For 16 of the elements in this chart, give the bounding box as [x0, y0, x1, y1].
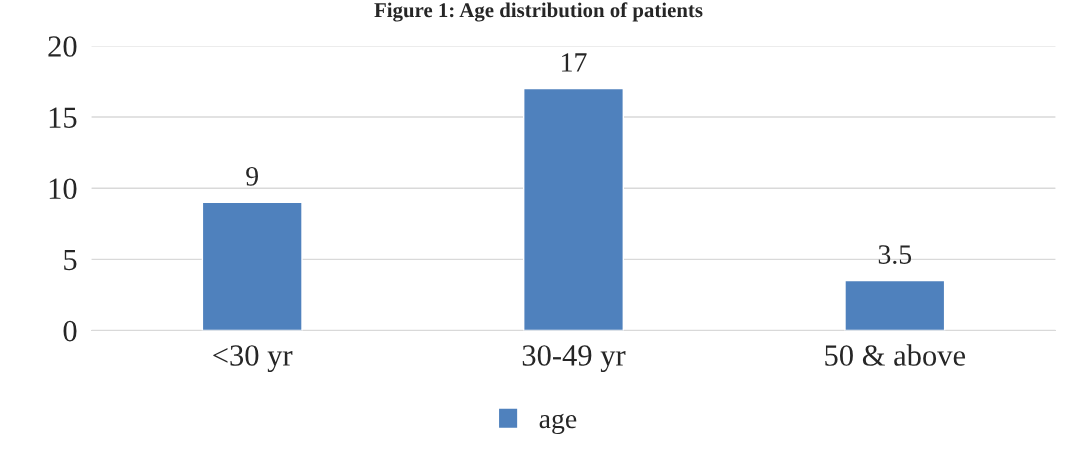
x-tick-label: 30-49 yr: [522, 345, 626, 373]
chart-title: Figure 1: Age distribution of patients: [374, 2, 703, 22]
data-label: 17: [562, 53, 587, 72]
bar: [844, 279, 946, 331]
y-tick-label: 10: [49, 178, 77, 200]
data-label: 3.5: [878, 245, 912, 265]
y-tick-label: 20: [48, 36, 77, 57]
y-tick-label: 15: [49, 107, 77, 128]
y-tick-label: 5: [64, 249, 77, 271]
legend-label: age: [539, 413, 577, 434]
bar: [523, 87, 624, 331]
bar: [201, 201, 303, 331]
data-label: 9: [246, 167, 258, 186]
y-tick-label: 0: [63, 320, 77, 342]
x-tick-label: 50 & above: [825, 344, 966, 366]
x-tick-label: <30 yr: [213, 345, 293, 373]
